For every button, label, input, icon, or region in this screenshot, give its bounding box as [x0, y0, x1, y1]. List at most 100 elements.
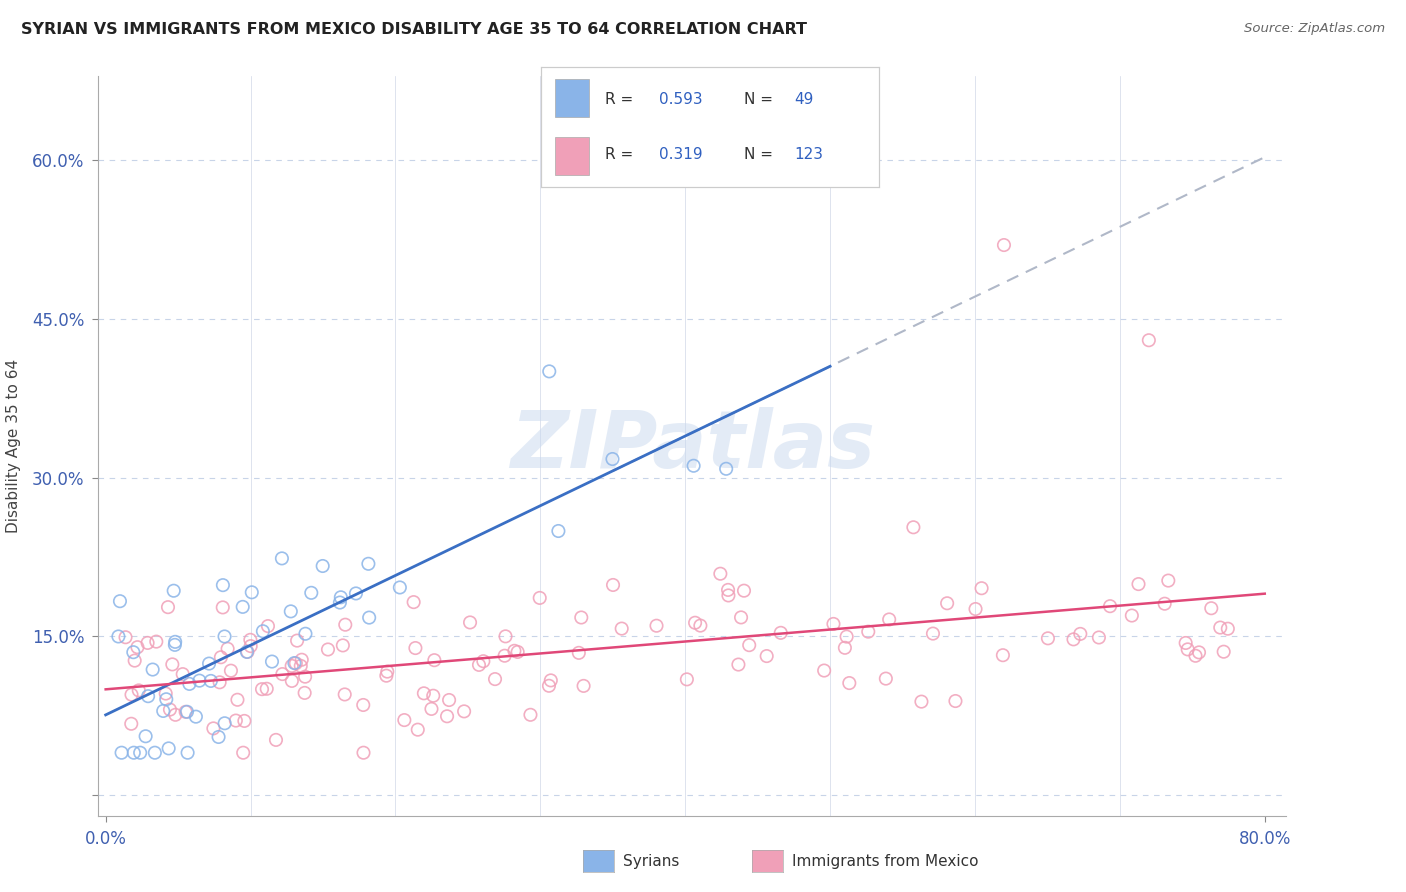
Point — [1174, 636, 1197, 650]
Text: 0.593: 0.593 — [659, 92, 703, 107]
Point — [529, 591, 551, 605]
Point — [212, 578, 235, 592]
Point — [730, 610, 752, 624]
Text: Immigrants from Mexico: Immigrants from Mexico — [792, 855, 979, 869]
Point — [202, 722, 225, 736]
Point — [422, 689, 444, 703]
Point — [357, 557, 380, 571]
Point — [271, 667, 294, 681]
Text: 49: 49 — [794, 92, 814, 107]
Point — [280, 658, 302, 673]
Text: Source: ZipAtlas.com: Source: ZipAtlas.com — [1244, 22, 1385, 36]
Point — [219, 664, 242, 678]
Point — [714, 462, 737, 476]
Point — [420, 702, 443, 716]
Point — [136, 689, 159, 703]
Point — [540, 673, 562, 688]
Point — [353, 746, 375, 760]
Point — [1128, 577, 1150, 591]
Point — [1157, 574, 1180, 588]
Point — [165, 635, 187, 649]
Text: N =: N = — [744, 147, 778, 162]
Point — [1036, 632, 1059, 646]
Point — [755, 649, 778, 664]
Point — [252, 624, 274, 639]
Point — [394, 713, 416, 727]
Point — [568, 646, 591, 660]
Point — [143, 746, 166, 760]
Point — [280, 604, 302, 618]
Point — [316, 642, 339, 657]
Point — [945, 694, 967, 708]
Point — [159, 702, 181, 716]
Point — [232, 746, 254, 760]
Point — [155, 692, 177, 706]
Point — [645, 618, 668, 632]
Point — [709, 566, 731, 581]
Point — [290, 659, 312, 673]
Point — [717, 589, 740, 603]
Point — [1201, 601, 1223, 615]
Point — [1069, 627, 1091, 641]
Point — [453, 705, 475, 719]
Text: Syrians: Syrians — [623, 855, 679, 869]
Text: R =: R = — [606, 92, 638, 107]
FancyBboxPatch shape — [555, 79, 589, 118]
Y-axis label: Disability Age 35 to 64: Disability Age 35 to 64 — [6, 359, 21, 533]
Point — [823, 616, 845, 631]
Point — [388, 581, 411, 595]
Point — [1088, 631, 1111, 645]
Point — [174, 705, 197, 719]
Point — [1063, 632, 1085, 647]
Text: SYRIAN VS IMMIGRANTS FROM MEXICO DISABILITY AGE 35 TO 64 CORRELATION CHART: SYRIAN VS IMMIGRANTS FROM MEXICO DISABIL… — [21, 22, 807, 37]
Point — [172, 667, 194, 681]
Point — [834, 640, 856, 655]
Point — [682, 458, 704, 473]
Point — [1188, 645, 1211, 659]
Point — [312, 559, 335, 574]
FancyBboxPatch shape — [555, 136, 589, 175]
Point — [858, 624, 880, 639]
Point — [163, 638, 186, 652]
Point — [1121, 608, 1143, 623]
Point — [437, 693, 460, 707]
Point — [107, 630, 129, 644]
Point — [236, 645, 259, 659]
Point — [329, 595, 352, 609]
Point — [110, 746, 132, 760]
Point — [875, 672, 897, 686]
Point — [135, 729, 157, 743]
Point — [472, 654, 495, 668]
Point — [200, 673, 222, 688]
Point — [903, 520, 925, 534]
Point — [271, 551, 294, 566]
Point — [211, 600, 233, 615]
Point — [494, 648, 516, 663]
Text: 123: 123 — [794, 147, 824, 162]
Point — [733, 583, 755, 598]
Point — [176, 705, 198, 719]
Point — [214, 630, 236, 644]
Point — [484, 672, 506, 686]
Point — [610, 622, 633, 636]
Point — [602, 452, 624, 467]
Point — [344, 586, 367, 600]
Point — [375, 665, 398, 679]
Point — [506, 645, 529, 659]
Point — [163, 583, 186, 598]
Point — [922, 626, 945, 640]
Point — [294, 686, 316, 700]
Point — [495, 629, 517, 643]
Point — [352, 698, 374, 712]
Point — [285, 633, 308, 648]
Point — [236, 645, 259, 659]
Point — [769, 625, 792, 640]
Point — [333, 688, 356, 702]
Point — [257, 619, 280, 633]
Point — [188, 673, 211, 688]
Point — [1209, 621, 1232, 635]
Point — [108, 594, 131, 608]
Point — [1177, 642, 1199, 657]
Text: N =: N = — [744, 92, 778, 107]
Point — [547, 524, 569, 538]
